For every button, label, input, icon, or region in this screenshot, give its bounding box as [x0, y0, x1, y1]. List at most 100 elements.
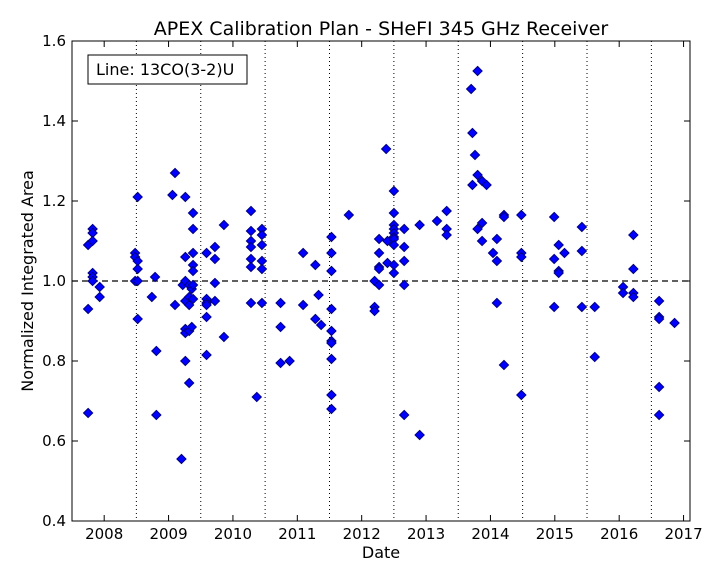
data-point: [548, 211, 560, 223]
data-point: [245, 297, 257, 309]
data-point: [132, 313, 143, 325]
data-point: [209, 277, 221, 289]
legend-text: Line: 13CO(3-2)U: [96, 60, 234, 79]
data-point: [187, 247, 199, 259]
data-point: [476, 235, 488, 247]
data-point: [498, 359, 510, 371]
y-tick-label: 1.0: [42, 272, 66, 290]
data-point: [487, 247, 499, 259]
data-point: [553, 267, 564, 279]
data-point: [373, 279, 385, 291]
data-point: [209, 295, 221, 307]
data-point: [465, 83, 477, 95]
data-point: [149, 271, 161, 283]
data-point: [284, 355, 295, 367]
data-point: [628, 291, 639, 303]
x-tick-label: 2017: [664, 525, 702, 543]
data-point: [169, 299, 181, 311]
legend: Line: 13CO(3-2)U: [87, 54, 248, 85]
data-point: [653, 313, 665, 325]
data-point: [326, 303, 337, 315]
data-point: [388, 267, 400, 279]
data-point: [617, 287, 629, 299]
x-tick-label: 2013: [407, 525, 445, 543]
data-point: [146, 291, 158, 303]
data-point: [373, 233, 385, 245]
data-point: [669, 317, 680, 329]
y-tick-label: 1.4: [42, 112, 66, 130]
data-point: [209, 253, 221, 265]
data-point: [414, 429, 425, 441]
data-point: [201, 349, 212, 361]
data-point: [373, 247, 385, 259]
x-tick-label: 2011: [278, 525, 316, 543]
data-point: [132, 191, 143, 203]
x-tick-label: 2010: [214, 525, 252, 543]
data-point: [313, 289, 324, 301]
data-point: [186, 321, 198, 333]
data-point: [169, 167, 181, 179]
data-point: [256, 239, 268, 251]
x-tick-label: 2009: [149, 525, 187, 543]
data-point: [256, 229, 268, 241]
data-point: [398, 409, 410, 421]
data-point: [373, 263, 385, 275]
data-point: [553, 239, 564, 251]
data-point: [441, 205, 452, 217]
data-point: [516, 389, 527, 401]
data-point: [187, 279, 199, 291]
chart-title: APEX Calibration Plan - SHeFI 345 GHz Re…: [154, 18, 609, 40]
x-axis-ticks: 2008 2009 2010 2011 2012 2013 2014 2015 2016 2017: [85, 41, 703, 543]
data-point: [326, 353, 337, 365]
data-point: [576, 221, 588, 233]
data-point: [256, 263, 268, 275]
data-point: [151, 345, 162, 357]
data-point: [151, 409, 162, 421]
data-point: [481, 179, 492, 191]
data-point: [472, 169, 483, 181]
data-point: [343, 209, 355, 221]
data-point: [431, 215, 443, 227]
data-point: [256, 297, 268, 309]
data-point: [315, 319, 327, 331]
data-point: [176, 453, 187, 465]
data-point: [326, 247, 337, 259]
data-point: [469, 149, 481, 161]
data-point: [245, 205, 257, 217]
data-point: [183, 377, 195, 389]
data-point: [179, 191, 191, 203]
data-point: [245, 261, 257, 273]
data-point: [310, 259, 321, 271]
data-point: [179, 355, 191, 367]
data-point: [201, 299, 212, 311]
data-point: [472, 65, 483, 77]
data-point: [201, 311, 212, 323]
y-tick-label: 0.4: [42, 512, 66, 530]
data-point: [414, 219, 425, 231]
data-point: [498, 211, 510, 223]
data-point: [187, 207, 199, 219]
data-point: [548, 301, 560, 313]
data-point: [491, 233, 503, 245]
data-point: [472, 223, 483, 235]
data-point: [576, 301, 588, 313]
data-point: [82, 303, 94, 315]
data-point: [516, 209, 527, 221]
data-point: [516, 251, 527, 263]
data-point: [201, 247, 212, 259]
y-axis-ticks: 0.4 0.6 0.8 1.0 1.2 1.4 1.6: [42, 32, 690, 530]
data-point: [297, 247, 309, 259]
data-point: [179, 251, 191, 263]
data-point: [476, 217, 488, 229]
data-point: [467, 127, 478, 139]
data-point: [467, 179, 478, 191]
data-point: [326, 325, 337, 337]
y-tick-label: 0.8: [42, 352, 66, 370]
data-point: [187, 265, 199, 277]
data-point: [218, 331, 230, 343]
data-point: [275, 297, 286, 309]
data-point: [251, 391, 263, 403]
data-point: [87, 275, 98, 287]
data-point: [369, 305, 380, 317]
x-tick-label: 2012: [343, 525, 381, 543]
